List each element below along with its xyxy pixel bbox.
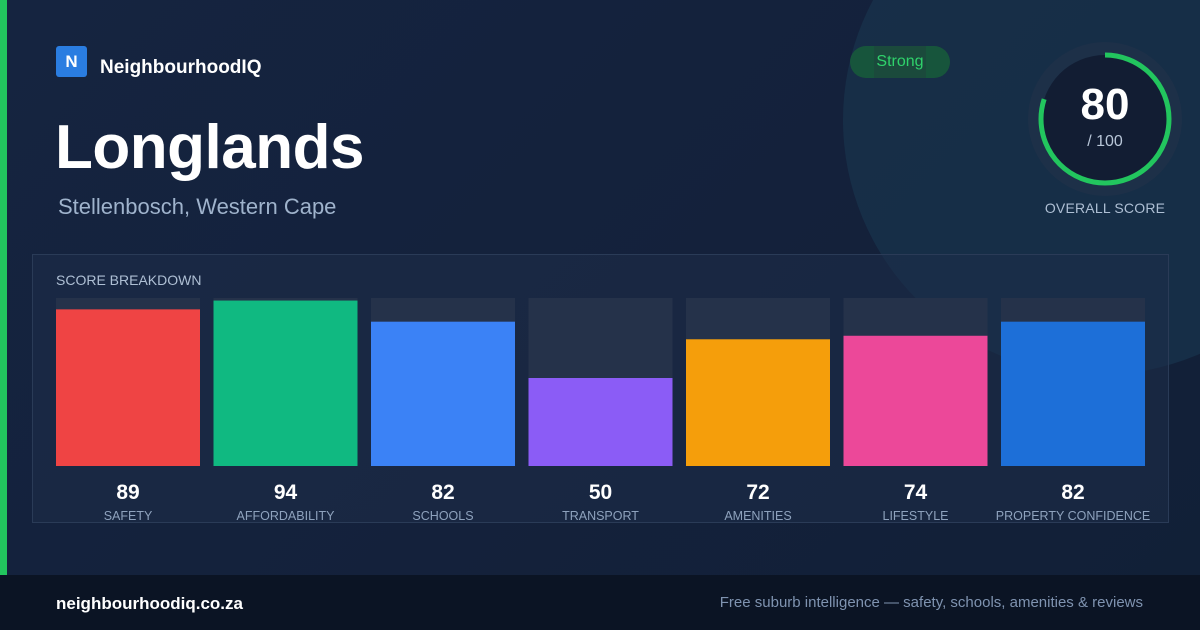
brand-name: NeighbourhoodIQ bbox=[100, 57, 262, 78]
footer-tagline: Free suburb intelligence — safety, schoo… bbox=[719, 594, 1143, 611]
bar-category-label: PROPERTY CONFIDENCE bbox=[996, 509, 1150, 523]
status-badge-label: Strong bbox=[876, 53, 924, 70]
score-ring-progress bbox=[1038, 52, 1172, 186]
score-breakdown-title: SCORE BREAKDOWN bbox=[56, 272, 202, 288]
page-title: Longlands bbox=[55, 113, 364, 182]
overall-score-ring: 80 / 100 bbox=[1028, 42, 1182, 196]
score-ring-svg bbox=[1028, 42, 1182, 196]
bar-category-label: AFFORDABILITY bbox=[237, 509, 336, 523]
bar-category-label: LIFESTYLE bbox=[883, 509, 949, 523]
bar-value-label: 82 bbox=[1061, 481, 1084, 504]
overall-score-value: 80 bbox=[1080, 80, 1130, 129]
bar-value-label: 50 bbox=[589, 481, 612, 504]
footer bbox=[0, 575, 1200, 630]
bar-value-label: 82 bbox=[431, 481, 454, 504]
bar-amenities bbox=[686, 339, 830, 466]
score-ring-inner bbox=[1041, 55, 1169, 183]
bar-safety bbox=[56, 309, 200, 466]
bar-value-label: 74 bbox=[904, 481, 928, 504]
status-badge: Strong bbox=[850, 46, 950, 78]
bar-affordability bbox=[213, 300, 358, 466]
footer-url[interactable]: neighbourhoodiq.co.za bbox=[56, 594, 243, 613]
bar-lifestyle bbox=[843, 335, 988, 466]
bar-value-label: 72 bbox=[746, 481, 769, 504]
accent-bar bbox=[0, 0, 7, 575]
logo-icon: N bbox=[56, 46, 87, 77]
bar-transport bbox=[528, 378, 673, 466]
bar-category-label: SCHOOLS bbox=[412, 509, 473, 523]
overall-score-max: / 100 bbox=[1087, 133, 1123, 150]
bar-value-label: 89 bbox=[116, 481, 139, 504]
bar-property-confidence bbox=[1001, 321, 1145, 466]
overall-score-label: OVERALL SCORE bbox=[1044, 200, 1166, 216]
bar-schools bbox=[371, 321, 515, 466]
bar-category-label: AMENITIES bbox=[724, 509, 791, 523]
location-subtitle: Stellenbosch, Western Cape bbox=[58, 194, 337, 219]
bar-category-label: TRANSPORT bbox=[562, 509, 639, 523]
bar-value-label: 94 bbox=[274, 481, 298, 504]
bar-category-label: SAFETY bbox=[104, 509, 153, 523]
